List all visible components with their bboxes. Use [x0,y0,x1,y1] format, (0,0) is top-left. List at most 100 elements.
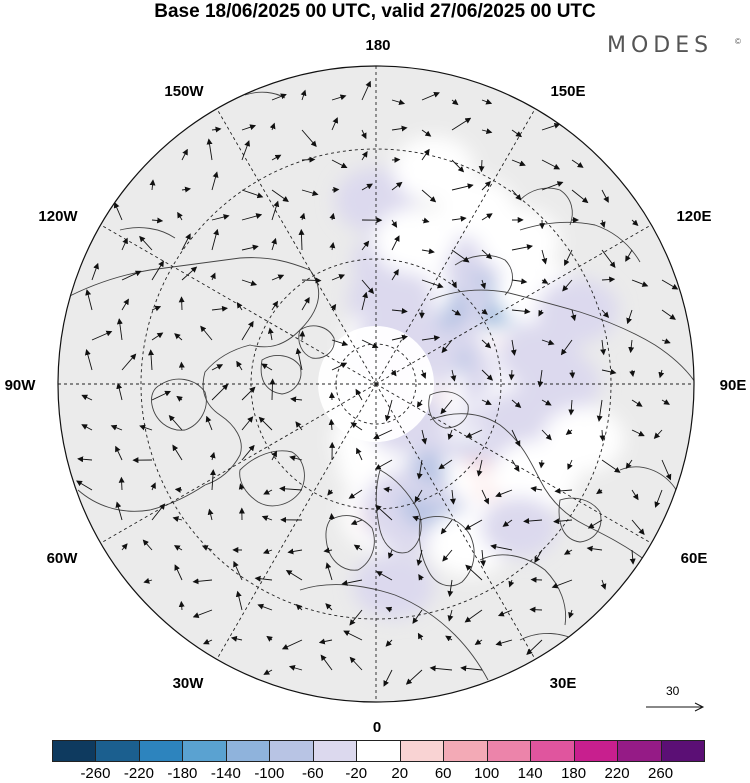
wind-vector [323,547,333,554]
wind-vector [143,577,153,584]
wind-vector [447,429,454,441]
wind-vector [356,447,363,461]
wind-vector [295,603,303,611]
wind-vector [84,349,93,371]
wind-vector [85,289,93,311]
wind-vector [151,305,162,312]
wind-vector [601,276,616,283]
wind-vector [173,545,183,551]
wind-vector [474,639,483,645]
wind-vector [178,600,185,611]
wind-vector [257,603,273,611]
wind-vector [121,298,129,311]
wind-vector [241,213,263,221]
wind-vector [511,429,521,447]
wind-vector [327,489,334,496]
wind-vector [628,339,635,354]
wind-vector [538,309,544,317]
wind-vector [121,543,128,551]
wind-vector [238,483,245,491]
colorbar-tick-label: 60 [434,765,452,782]
meridian-label-120e: 120E [676,208,711,225]
colorbar-swatch [573,740,619,762]
colorbar-tick-label: 140 [517,765,543,782]
wind-vector [281,639,303,650]
wind-vector [421,91,440,101]
wind-vector [465,564,483,581]
polar-stereographic-map: 180 150E 120E 90E 60E 30E 0 30W 60W 90W … [5,37,747,736]
wind-vector [301,277,322,284]
wind-vector [192,578,213,585]
colorbar-swatch [95,740,140,762]
wind-vector [350,519,363,526]
wind-vector [241,444,255,461]
wind-vector [350,422,363,431]
wind-vector [510,339,517,356]
wind-vector [174,486,183,493]
wind-vector [266,635,273,642]
wind-vector [178,296,185,311]
meridian-label-0: 0 [373,719,381,736]
wind-vector [383,486,393,493]
wind-vector [287,548,303,555]
wind-vector [511,244,533,251]
wind-vector [361,151,368,161]
wind-vector [654,489,663,508]
graticule [58,66,694,702]
wind-vector [149,179,156,191]
wind-vector [271,189,289,202]
wind-vector [420,369,427,379]
wind-vector [661,279,679,290]
wind-vector [631,219,639,226]
wind-vector [625,459,633,470]
meridian-label-180: 180 [365,37,390,54]
wind-vector [241,386,256,401]
wind-vector [361,80,371,101]
wind-vector [271,274,285,281]
wind-vector [341,579,363,586]
wind-vector [391,235,400,251]
wind-vector [202,638,213,645]
colorbar-swatch [225,740,271,762]
wind-vector [541,399,552,406]
wind-vector [279,485,303,492]
colorbar-swatch [269,740,314,762]
colorbar-tick-label: 180 [561,765,587,782]
wind-vector [254,575,273,582]
anomaly-blob [478,208,561,274]
wind-vector [285,569,303,581]
wind-vector [118,476,125,491]
wind-vector [391,308,408,314]
wind-vector [601,368,617,375]
wind-vector [148,349,155,371]
wind-vector [241,416,254,431]
wind-vector [481,180,492,191]
wind-vector [211,126,222,133]
wind-vector [421,217,430,224]
wind-vector [300,89,307,101]
wind-vector [384,399,393,422]
wind-vector [209,451,216,461]
wind-vector [476,459,483,477]
wind-vector [526,639,543,655]
wind-vector [328,513,335,521]
wind-vector [553,518,573,525]
wind-vector [390,369,397,377]
wind-vector [361,240,370,251]
wind-vector [414,489,423,503]
wind-vector [385,606,393,613]
wind-vector [271,450,277,461]
colorbar-swatch [486,740,532,762]
wind-vector [263,669,273,675]
wind-vector [447,579,454,597]
wind-vector [541,339,555,346]
wind-vector [230,635,243,642]
wind-vector [241,189,264,199]
wind-vector [601,189,609,203]
colorbar-tick-label: -140 [210,765,241,782]
reference-vector-arrow [646,702,705,712]
wind-vector [258,416,273,431]
wind-vector [233,560,243,581]
wind-vector [288,665,303,671]
wind-vector [91,262,99,281]
